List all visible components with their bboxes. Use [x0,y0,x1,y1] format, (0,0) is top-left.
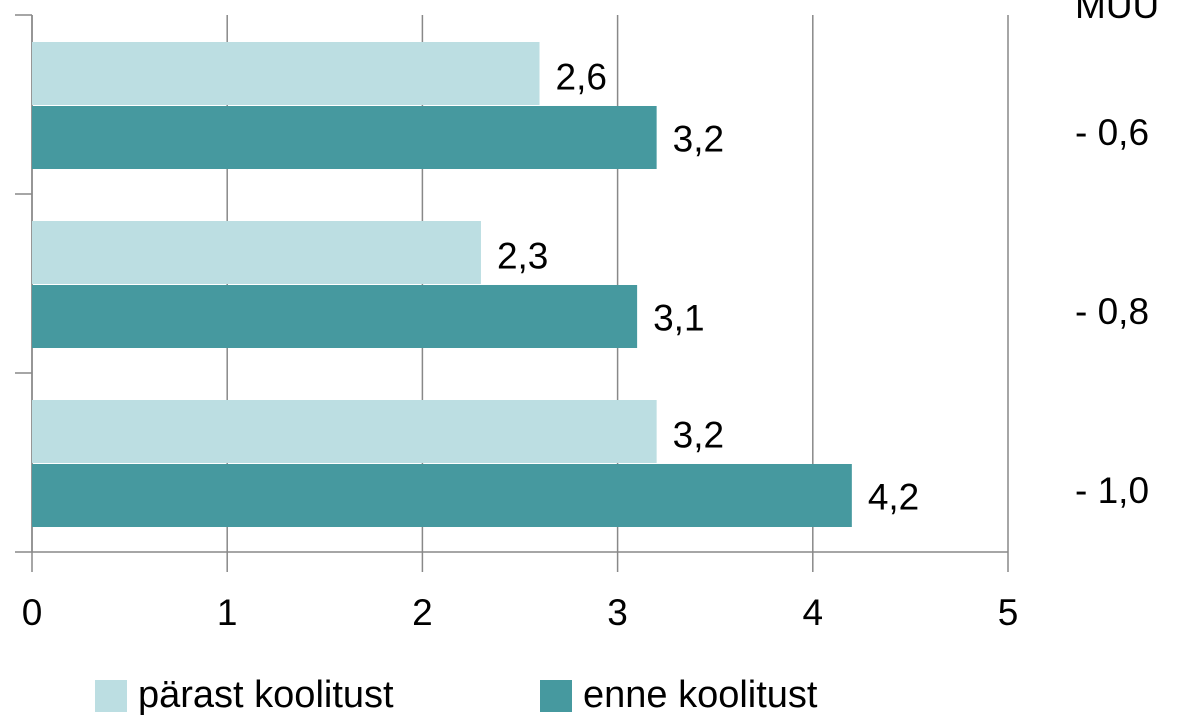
annotation: - 1,0 [1075,470,1149,511]
value-label: 2,6 [556,56,607,97]
bar [32,285,638,348]
legend-label: pärast koolitust [138,674,394,716]
value-label: 3,1 [653,297,704,338]
x-tick-label: 1 [217,592,238,633]
bar [32,464,852,527]
value-label: 2,3 [497,235,548,276]
bar [32,106,657,169]
annotation-title: MUU [1075,0,1159,26]
value-label: 3,2 [673,414,724,455]
bar [32,42,540,105]
bar [32,221,481,284]
value-label: 4,2 [868,476,919,517]
x-tick-label: 0 [22,592,43,633]
annotation: - 0,8 [1075,291,1149,332]
x-tick-label: 4 [803,592,824,633]
value-label: 3,2 [673,118,724,159]
legend-swatch [540,680,572,712]
x-tick-label: 5 [998,592,1019,633]
annotation: - 0,6 [1075,112,1149,153]
x-tick-label: 2 [412,592,433,633]
x-tick-label: 3 [607,592,628,633]
legend-label: enne koolitust [583,674,818,716]
bar [32,400,657,463]
legend-swatch [95,680,127,712]
